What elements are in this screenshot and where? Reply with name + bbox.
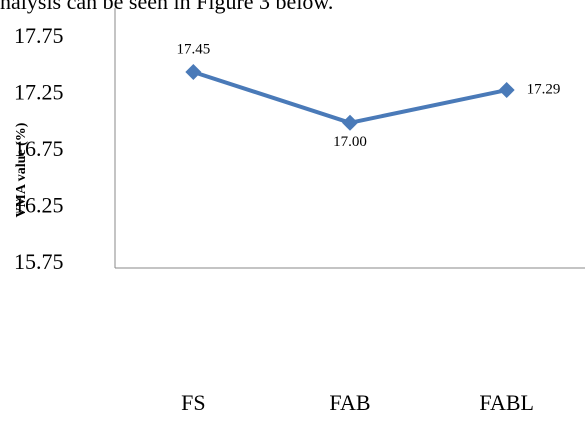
y-tick-label: 17.25 (14, 80, 64, 105)
marker (342, 114, 358, 131)
y-tick-label: 15.75 (14, 249, 64, 274)
document-text: nalysis can be seen in Figure 3 below. (0, 0, 333, 14)
x-tick-label: FABL (479, 390, 534, 415)
marker (498, 82, 515, 99)
y-axis-label: VMA value (%) (14, 122, 29, 217)
x-tick-label: FAB (329, 390, 370, 415)
x-tick-label: FS (181, 390, 205, 415)
y-tick-label: 16.75 (14, 136, 64, 161)
y-tick-label: 16.25 (14, 193, 64, 218)
data-label: 17.45 (176, 41, 210, 57)
y-tick-label: 17.75 (14, 23, 64, 48)
marker (185, 63, 202, 80)
data-label: 17.29 (527, 81, 561, 97)
data-label: 17.00 (333, 134, 367, 150)
